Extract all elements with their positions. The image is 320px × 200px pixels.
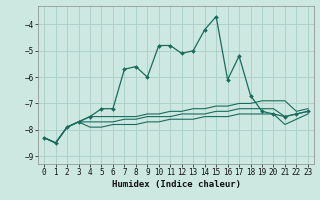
X-axis label: Humidex (Indice chaleur): Humidex (Indice chaleur) bbox=[111, 180, 241, 189]
